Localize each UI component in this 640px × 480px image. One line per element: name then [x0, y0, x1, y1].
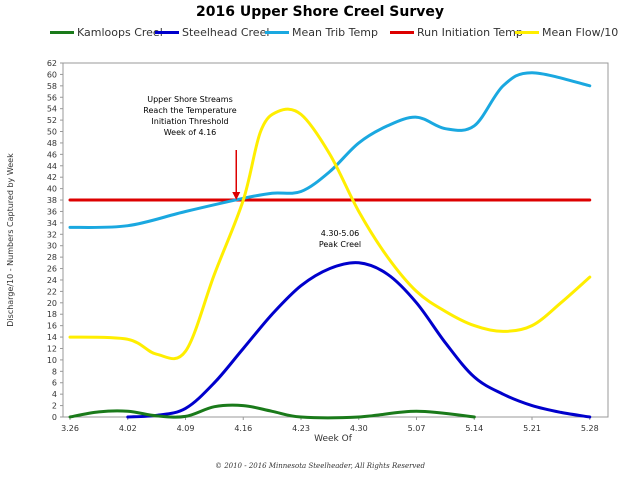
legend-swatch — [390, 30, 414, 34]
y-tick-label: 28 — [47, 253, 57, 262]
x-tick-label: 4.30 — [350, 424, 368, 433]
x-tick-label: 4.09 — [177, 424, 195, 433]
legend-item: Mean Trib Temp — [265, 26, 378, 39]
y-tick-label: 4 — [52, 390, 57, 399]
annotation-threshold-text: Week of 4.16 — [164, 128, 217, 137]
annotation-threshold-text: Reach the Temperature — [143, 106, 236, 115]
x-tick-label: 4.16 — [234, 424, 252, 433]
y-tick-label: 62 — [47, 59, 57, 68]
legend-item: Kamloops Creel — [50, 26, 163, 39]
legend: Kamloops Creel Steelhead Creel Mean Trib T… — [40, 26, 620, 42]
legend-item: Steelhead Creel — [155, 26, 269, 39]
annotation-peak-text: Peak Creel — [319, 240, 361, 249]
y-tick-label: 40 — [47, 185, 57, 194]
y-tick-label: 0 — [52, 413, 57, 422]
legend-label: Kamloops Creel — [77, 26, 163, 39]
y-tick-label: 48 — [47, 139, 57, 148]
y-tick-label: 22 — [47, 287, 57, 296]
y-tick-label: 18 — [47, 310, 57, 319]
legend-label: Steelhead Creel — [182, 26, 270, 39]
y-tick-label: 52 — [47, 116, 57, 125]
annotation-threshold-text: Upper Shore Streams — [147, 95, 233, 104]
y-tick-label: 6 — [52, 379, 57, 388]
y-tick-label: 44 — [47, 162, 57, 171]
y-tick-label: 58 — [47, 82, 57, 91]
y-tick-label: 50 — [47, 128, 57, 137]
series-line-kamloops-creel — [68, 403, 476, 420]
y-tick-label: 14 — [47, 333, 57, 342]
legend-label: Run Initiation Temp — [417, 26, 523, 39]
x-tick-label: 5.28 — [581, 424, 599, 433]
series-line-mean-trib-temp — [68, 71, 592, 229]
y-tick-label: 36 — [47, 207, 57, 216]
x-tick-label: 5.07 — [408, 424, 426, 433]
copyright-notice: © 2010 - 2016 Minnesota Steelheader, All… — [214, 462, 426, 470]
series-line-mean-flow-10 — [68, 107, 592, 361]
y-tick-label: 24 — [47, 276, 57, 285]
y-tick-label: 32 — [47, 230, 57, 239]
legend-label: Mean Trib Temp — [292, 26, 378, 39]
legend-swatch — [155, 30, 179, 34]
y-tick-label: 12 — [47, 344, 57, 353]
y-tick-label: 2 — [52, 402, 57, 411]
x-tick-label: 5.14 — [465, 424, 483, 433]
y-tick-label: 38 — [47, 196, 57, 205]
legend-swatch — [265, 30, 289, 34]
y-tick-label: 42 — [47, 173, 57, 182]
legend-swatch — [50, 30, 74, 34]
legend-item: Mean Flow/10 — [515, 26, 618, 39]
y-tick-label: 34 — [47, 219, 57, 228]
legend-item: Run Initiation Temp — [390, 26, 523, 39]
y-tick-label: 60 — [47, 70, 57, 79]
annotation-threshold-text: Initiation Threshold — [151, 117, 228, 126]
y-tick-label: 54 — [47, 105, 57, 114]
chart-title: 2016 Upper Shore Creel Survey — [195, 4, 444, 20]
y-tick-label: 16 — [47, 322, 57, 331]
x-tick-label: 4.02 — [119, 424, 137, 433]
x-tick-label: 5.21 — [523, 424, 541, 433]
x-tick-label: 3.26 — [61, 424, 79, 433]
series-line-steelhead-creel — [126, 261, 592, 419]
x-tick-label: 4.23 — [292, 424, 310, 433]
legend-swatch — [515, 30, 539, 34]
annotation-arrow-head — [232, 192, 241, 201]
y-tick-label: 20 — [47, 299, 57, 308]
legend-label: Mean Flow/10 — [542, 26, 619, 39]
y-tick-label: 46 — [47, 150, 57, 159]
y-tick-label: 26 — [47, 265, 57, 274]
y-tick-label: 30 — [47, 242, 57, 251]
y-tick-label: 56 — [47, 93, 57, 102]
y-axis-label: Discharge/10 - Numbers Captured by Week — [6, 153, 15, 327]
annotation-peak-text: 4.30-5.06 — [321, 229, 360, 238]
y-tick-label: 10 — [47, 356, 57, 365]
x-axis-label: Week Of — [314, 434, 353, 444]
y-tick-label: 8 — [52, 367, 57, 376]
